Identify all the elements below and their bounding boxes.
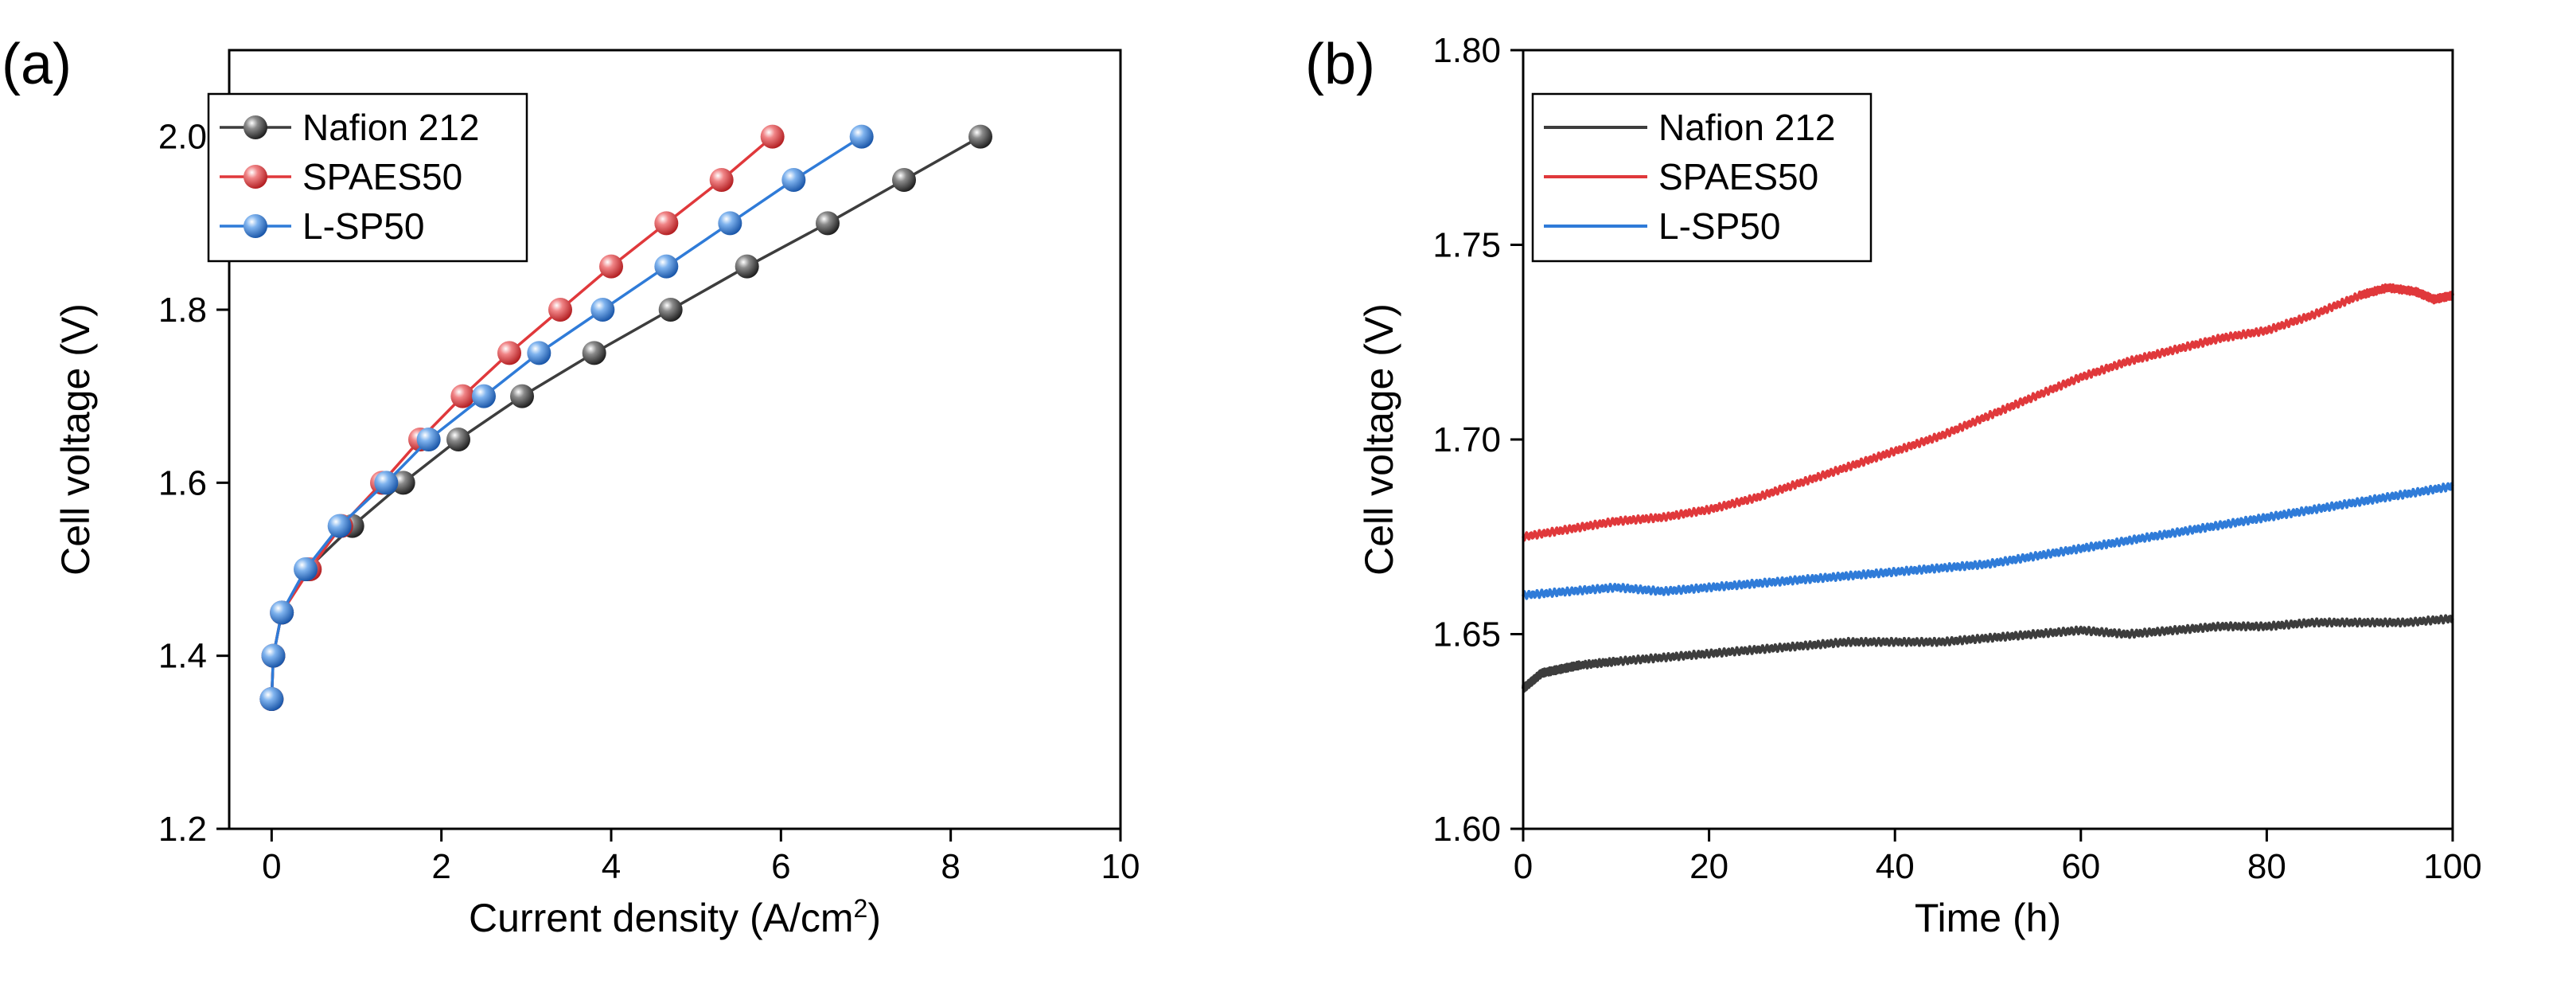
panel-a-data-point bbox=[816, 211, 840, 236]
panel-a-x-axis-title-sup: 2 bbox=[854, 894, 868, 923]
panel-b-x-tick-label: 60 bbox=[2061, 847, 2100, 886]
panel-a-y-tick-label: 1.8 bbox=[158, 291, 207, 330]
panel-a-data-point bbox=[968, 124, 992, 149]
panel-b-chart: (b) 0 20 40 60 80 100 1.60 1.65 1.70 1.75 1.80 Cel… bbox=[1305, 31, 2482, 940]
panel-b-y-tick-label: 1.80 bbox=[1432, 31, 1501, 70]
panel-a-data-point bbox=[472, 384, 496, 408]
panel-b-legend-label: SPAES50 bbox=[1658, 156, 1818, 197]
panel-b-legend-label: Nafion 212 bbox=[1658, 107, 1836, 148]
panel-a-data-point bbox=[446, 428, 470, 451]
panel-a-legend: Nafion 212 SPAES50 L-SP50 bbox=[207, 92, 528, 263]
panel-a-x-axis-title-end: ) bbox=[867, 896, 881, 940]
panel-a-x-axis-title-main: Current density (A/cm bbox=[469, 896, 853, 940]
panel-a-data-point bbox=[718, 211, 742, 236]
panel-b-series-line-l-sp50 bbox=[1522, 482, 2454, 600]
panel-b-x-tick-label: 80 bbox=[2247, 847, 2286, 886]
panel-a-data-point bbox=[391, 471, 415, 495]
panel-b-series-line-nafion-212 bbox=[1522, 614, 2454, 693]
panel-a-y-tick-label: 1.6 bbox=[158, 463, 207, 502]
panel-a-data-point bbox=[892, 168, 916, 192]
panel-a-data-point bbox=[497, 341, 521, 365]
panel-b-y-tick-label: 1.65 bbox=[1432, 615, 1501, 654]
panel-a-legend-marker bbox=[244, 165, 267, 189]
panel-a-y-axis-title: Cell voltage (V) bbox=[53, 303, 98, 576]
panel-b-x-tick-label: 20 bbox=[1689, 847, 1728, 886]
panel-a-data-point bbox=[294, 557, 318, 581]
panel-a-data-point bbox=[590, 298, 615, 322]
panel-a-label: (a) bbox=[2, 33, 72, 96]
panel-a-ticks: 0 2 4 6 8 10 1.2 1.4 1.6 1.8 2.0 bbox=[158, 118, 1140, 886]
panel-b-marks bbox=[1522, 283, 2454, 693]
panel-a-legend-label: SPAES50 bbox=[302, 156, 462, 197]
panel-a-data-point bbox=[654, 211, 679, 236]
panel-b-label: (b) bbox=[1305, 33, 1375, 96]
panel-a-y-tick-label: 2.0 bbox=[158, 118, 207, 157]
panel-b-legend: Nafion 212 SPAES50 L-SP50 bbox=[1531, 92, 1873, 263]
panel-b-x-axis-title: Time (h) bbox=[1915, 896, 2061, 940]
panel-a-data-point bbox=[416, 428, 441, 451]
panel-b-series-line-spaes50 bbox=[1522, 283, 2454, 542]
panel-a-data-point bbox=[450, 384, 475, 408]
panel-b-legend-label: L-SP50 bbox=[1658, 205, 1780, 247]
panel-a-legend-label: Nafion 212 bbox=[302, 107, 480, 148]
panel-a-x-tick-label: 0 bbox=[262, 847, 281, 886]
panel-a-data-point bbox=[599, 254, 623, 279]
panel-a-data-point bbox=[527, 341, 551, 365]
panel-a-data-point bbox=[582, 341, 606, 365]
panel-b-y-tick-label: 1.75 bbox=[1432, 226, 1501, 265]
panel-a-data-point bbox=[760, 124, 785, 149]
panel-a-data-point bbox=[849, 124, 874, 149]
panel-a-x-axis-title: Current density (A/cm2) bbox=[469, 894, 881, 940]
panel-a-data-point bbox=[781, 168, 806, 192]
panel-a-y-tick-label: 1.2 bbox=[158, 810, 207, 849]
panel-a-data-point bbox=[327, 514, 352, 538]
panel-b-x-tick-label: 0 bbox=[1514, 847, 1533, 886]
panel-a-data-point bbox=[259, 687, 284, 711]
panel-a-data-point bbox=[709, 168, 734, 192]
panel-a-chart: (a) 0 2 4 6 8 10 1.2 1.4 1.6 1.8 2.0 Cell voltage … bbox=[2, 33, 1140, 940]
panel-a-y-tick-label: 1.4 bbox=[158, 637, 207, 676]
panel-b-ticks: 0 20 40 60 80 100 1.60 1.65 1.70 1.75 1.80 bbox=[1432, 31, 2481, 886]
panel-b-x-tick-label: 100 bbox=[2423, 847, 2481, 886]
panel-a-data-point bbox=[374, 471, 399, 495]
panel-a-legend-marker bbox=[244, 214, 267, 238]
panel-a-x-tick-label: 10 bbox=[1101, 847, 1140, 886]
panel-b-y-tick-label: 1.70 bbox=[1432, 420, 1501, 459]
panel-a-data-point bbox=[654, 254, 679, 279]
panel-a-x-tick-label: 2 bbox=[431, 847, 450, 886]
panel-a-legend-marker bbox=[244, 115, 267, 139]
panel-a-data-point bbox=[261, 643, 286, 668]
panel-a-legend-label: L-SP50 bbox=[302, 205, 424, 247]
panel-a-data-point bbox=[658, 298, 683, 322]
panel-a-x-tick-label: 8 bbox=[941, 847, 960, 886]
panel-a-data-point bbox=[735, 254, 759, 279]
panel-a-x-tick-label: 4 bbox=[602, 847, 621, 886]
panel-b-y-axis-title: Cell voltage (V) bbox=[1357, 303, 1401, 576]
panel-a-data-point bbox=[270, 600, 294, 625]
panel-a-data-point bbox=[548, 298, 572, 322]
panel-a-marks bbox=[259, 124, 992, 711]
panel-a-data-point bbox=[510, 384, 534, 408]
panel-a-plot-frame bbox=[228, 49, 1122, 830]
panel-b-x-tick-label: 40 bbox=[1876, 847, 1915, 886]
panel-b-y-tick-label: 1.60 bbox=[1432, 810, 1501, 849]
panel-a-x-tick-label: 6 bbox=[771, 847, 790, 886]
